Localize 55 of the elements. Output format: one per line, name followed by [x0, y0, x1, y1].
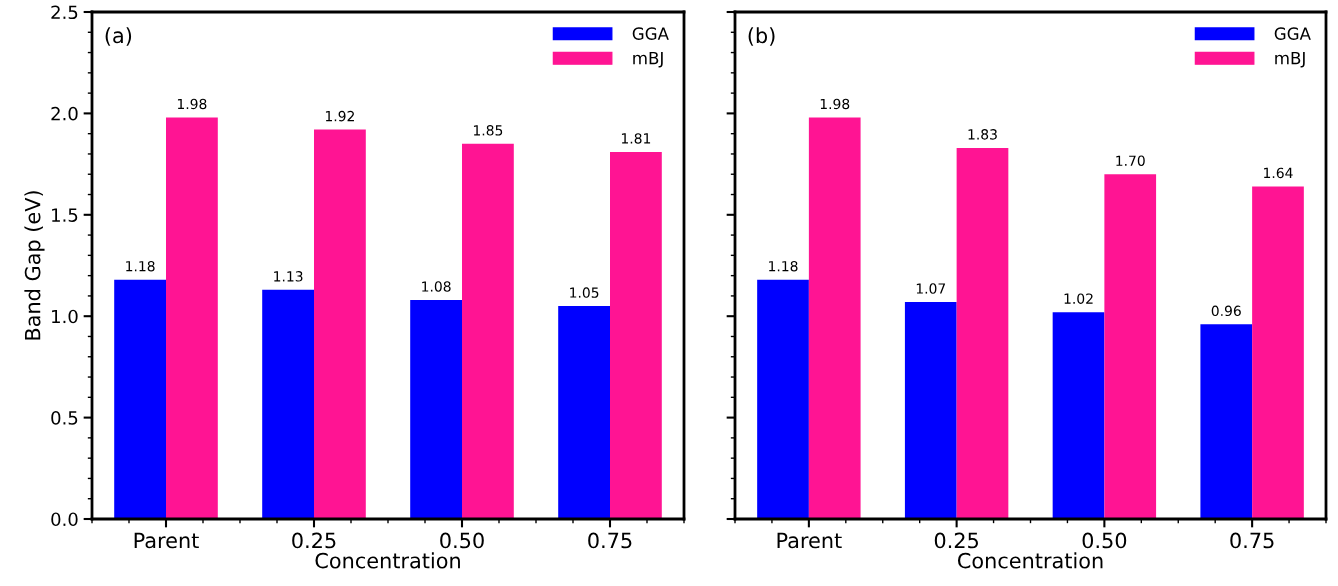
legend-label: GGA: [1274, 27, 1311, 40]
bar: [757, 279, 809, 519]
legend-label: GGA: [632, 27, 669, 40]
data-label: 1.64: [1264, 167, 1293, 179]
x-axis-title: Concentration: [957, 552, 1103, 569]
data-label: 1.92: [325, 110, 354, 122]
bar: [1200, 324, 1253, 519]
y-tick-label: 1.5: [52, 208, 78, 222]
x-tick-label: 0.25: [292, 532, 336, 549]
data-label: 1.18: [769, 260, 798, 272]
bar: [262, 289, 314, 519]
x-tick-label: 0.25: [934, 532, 978, 549]
data-label: 1.83: [968, 129, 997, 140]
x-tick-label: Parent: [777, 532, 842, 549]
data-label: 1.07: [916, 283, 946, 294]
annotation: (a): [105, 27, 132, 46]
y-axis-title: Band Gap (eV): [24, 191, 45, 340]
legend-label: mBJ: [633, 51, 663, 68]
y-tick-label: 1.0: [52, 309, 78, 324]
bar: [904, 302, 957, 519]
x-tick-label: Parent: [134, 532, 199, 549]
bar: [1052, 312, 1105, 519]
y-tick-label: 0.5: [51, 411, 78, 425]
data-label: 0.96: [1211, 305, 1241, 317]
bar: [558, 306, 610, 519]
bar: [610, 151, 662, 519]
y-tick-label: 2.0: [51, 106, 78, 121]
data-label: 1.18: [126, 260, 155, 272]
x-tick-label: 0.50: [440, 532, 484, 549]
x-tick-label: 0.75: [588, 532, 632, 549]
bar: [314, 129, 366, 519]
bar: [166, 117, 218, 519]
data-label: 1.98: [177, 98, 207, 110]
legend-label: mBJ: [1275, 51, 1305, 68]
data-label: 1.13: [274, 271, 303, 282]
x-axis-title: Concentration: [315, 552, 460, 569]
data-label: 1.02: [1064, 293, 1093, 304]
data-label: 1.85: [473, 125, 503, 136]
annotation: (b): [748, 27, 775, 46]
bar: [114, 279, 166, 519]
bar: [1252, 186, 1304, 519]
bar: [808, 117, 861, 519]
bar: [462, 143, 514, 519]
data-label: 1.08: [422, 281, 451, 292]
bar: [1104, 174, 1157, 519]
bar: [410, 299, 462, 519]
y-tick-label: 2.5: [51, 5, 78, 20]
data-label: 1.05: [570, 287, 599, 298]
data-label: 1.98: [820, 98, 850, 110]
data-label: 1.70: [1116, 155, 1145, 166]
y-tick-label: 0.0: [51, 512, 78, 527]
x-tick-label: 0.75: [1230, 532, 1274, 549]
data-label: 1.81: [621, 133, 651, 144]
x-tick-label: 0.50: [1082, 532, 1127, 549]
bar: [956, 147, 1009, 519]
